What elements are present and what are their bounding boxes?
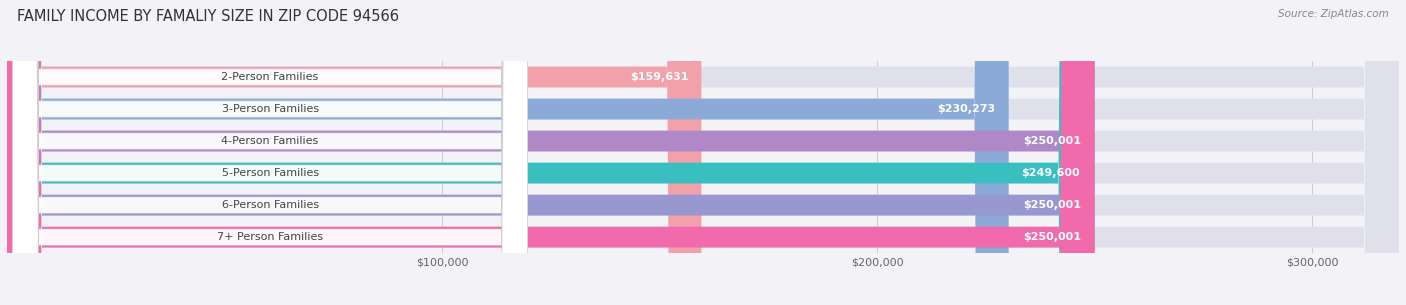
FancyBboxPatch shape	[7, 0, 702, 305]
FancyBboxPatch shape	[7, 0, 1399, 305]
Text: 7+ Person Families: 7+ Person Families	[217, 232, 323, 242]
FancyBboxPatch shape	[7, 0, 1399, 305]
FancyBboxPatch shape	[13, 0, 527, 305]
Text: 6-Person Families: 6-Person Families	[222, 200, 319, 210]
Text: $230,273: $230,273	[938, 104, 995, 114]
Text: FAMILY INCOME BY FAMALIY SIZE IN ZIP CODE 94566: FAMILY INCOME BY FAMALIY SIZE IN ZIP COD…	[17, 9, 399, 24]
FancyBboxPatch shape	[7, 0, 1399, 305]
Text: $250,001: $250,001	[1024, 200, 1081, 210]
FancyBboxPatch shape	[7, 0, 1092, 305]
FancyBboxPatch shape	[7, 0, 1094, 305]
Text: $250,001: $250,001	[1024, 136, 1081, 146]
FancyBboxPatch shape	[13, 0, 527, 305]
Text: 3-Person Families: 3-Person Families	[222, 104, 319, 114]
FancyBboxPatch shape	[13, 0, 527, 305]
FancyBboxPatch shape	[7, 0, 1008, 305]
Text: $159,631: $159,631	[630, 72, 689, 82]
FancyBboxPatch shape	[7, 0, 1399, 305]
FancyBboxPatch shape	[13, 0, 527, 305]
Text: Source: ZipAtlas.com: Source: ZipAtlas.com	[1278, 9, 1389, 19]
FancyBboxPatch shape	[7, 0, 1094, 305]
FancyBboxPatch shape	[7, 0, 1399, 305]
FancyBboxPatch shape	[7, 0, 1399, 305]
Text: $250,001: $250,001	[1024, 232, 1081, 242]
FancyBboxPatch shape	[7, 0, 1094, 305]
FancyBboxPatch shape	[13, 0, 527, 305]
Text: $249,600: $249,600	[1021, 168, 1080, 178]
Text: 5-Person Families: 5-Person Families	[222, 168, 319, 178]
Text: 4-Person Families: 4-Person Families	[222, 136, 319, 146]
FancyBboxPatch shape	[13, 0, 527, 305]
Text: 2-Person Families: 2-Person Families	[222, 72, 319, 82]
